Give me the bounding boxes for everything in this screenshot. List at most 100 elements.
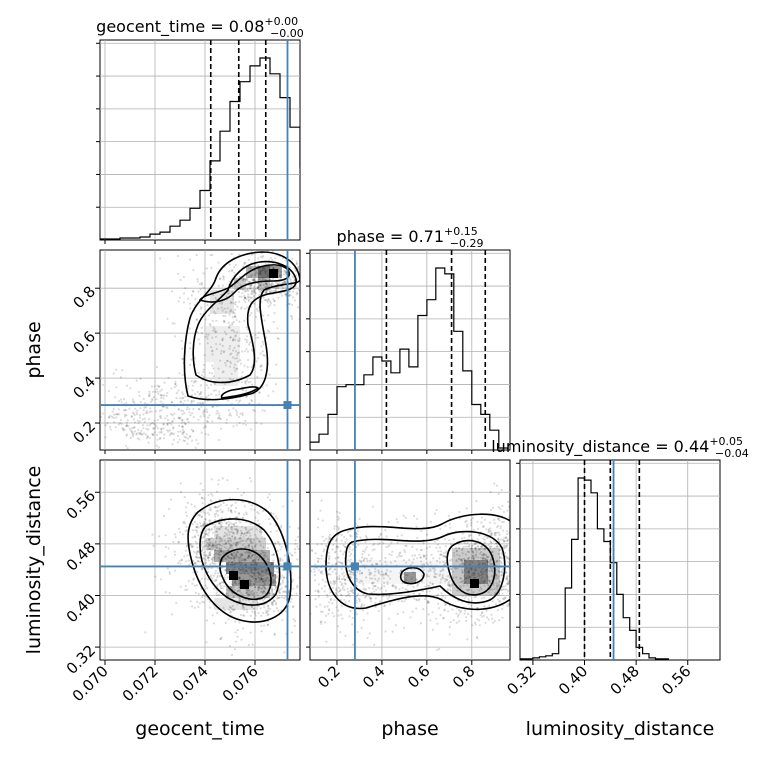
sample-point [190,400,193,403]
sample-point [111,415,114,418]
sample-point [335,545,338,548]
sample-point [241,568,244,571]
sample-point [250,296,253,300]
sample-point [371,577,374,580]
sample-point [190,439,194,442]
sample-point [229,336,232,339]
sample-point [327,551,330,554]
sample-point [207,531,210,534]
sample-point [316,543,319,546]
density-cell [214,598,258,610]
sample-point [506,604,509,607]
sample-point [199,392,202,395]
sample-point [383,604,386,607]
sample-point [180,421,183,424]
sample-point [487,555,490,559]
sample-point [514,632,516,634]
sample-point [341,561,344,565]
sample-point [376,579,379,582]
sample-point [467,557,470,560]
sample-point [319,509,322,512]
sample-point [467,550,471,554]
sample-point [251,383,254,386]
sample-point [152,434,155,437]
sample-point [417,583,420,586]
sample-point [360,561,363,564]
sample-point [441,574,444,577]
sample-point [427,600,430,604]
sample-point [229,302,232,305]
sample-point [374,570,377,573]
sample-point [165,429,169,432]
sample-point [488,529,491,532]
sample-point [227,549,230,552]
sample-point [230,552,233,556]
sample-point [291,290,294,293]
sample-point [118,413,121,416]
sample-point [477,572,480,576]
sample-point [276,517,279,520]
sample-point [422,555,426,558]
sample-point [506,509,509,512]
sample-point [216,530,219,533]
sample-point [500,561,503,565]
sample-point [496,598,499,601]
sample-point [250,400,253,403]
sample-point [239,537,242,540]
sample-point [302,275,304,277]
sample-point [218,414,221,417]
sample-point [233,271,236,274]
sample-point [481,611,484,614]
sample-point [213,553,216,556]
sample-point [193,535,196,538]
sample-point [250,504,253,507]
sample-point [335,578,338,581]
sample-point [171,322,174,325]
sample-point [187,385,190,388]
sample-point [201,546,204,549]
sample-point [271,259,274,262]
sample-point [495,574,498,577]
sample-point [208,543,211,546]
sample-point [199,415,202,418]
sample-point [239,412,242,415]
sample-point [480,553,483,557]
sample-point [184,461,186,463]
sample-point [197,290,200,293]
sample-point [341,573,344,576]
sample-point [211,544,214,547]
sample-point [170,431,173,434]
sample-point [104,436,107,439]
sample-point [214,572,217,575]
sample-point [349,529,352,532]
sample-point [243,606,246,609]
sample-point [349,609,352,613]
sample-point [204,432,207,435]
sample-point [195,438,198,442]
sample-point [463,558,466,561]
sample-point [437,607,440,610]
sample-point [391,630,394,633]
sample-point [278,596,281,599]
sample-point [194,536,197,539]
sample-point [484,558,487,561]
sample-point [281,559,284,562]
sample-point [202,536,205,539]
sample-point [256,602,259,605]
sample-point [467,570,470,573]
sample-point [227,555,230,558]
sample-point [276,597,279,600]
sample-point [503,544,506,547]
sample-point [465,519,468,522]
sample-point [260,577,263,581]
sample-point [455,560,458,563]
sample-point [292,606,295,609]
sample-point [232,595,235,598]
sample-point [507,582,510,585]
sample-point [443,608,446,611]
sample-point [253,586,257,589]
sample-point [316,526,320,529]
sample-point [275,286,278,289]
sample-point [231,531,234,534]
sample-point [250,575,253,579]
